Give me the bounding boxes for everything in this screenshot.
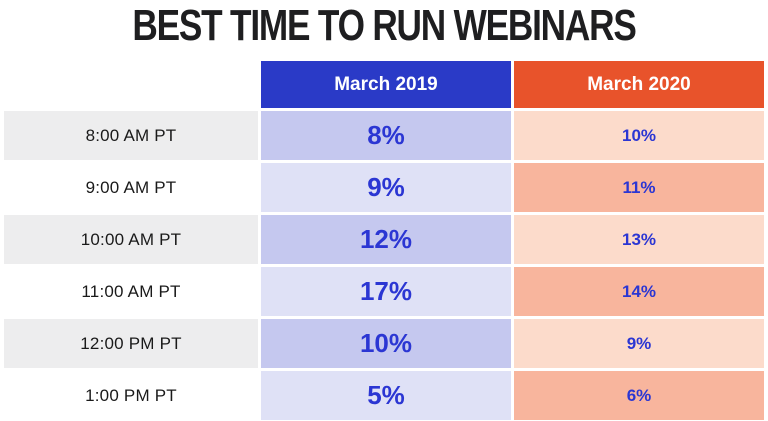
column-header-march-2019: March 2019 — [261, 61, 511, 108]
row-label-8am: 8:00 AM PT — [4, 111, 258, 160]
page-title: BEST TIME TO RUN WEBINARS — [132, 1, 636, 50]
table-corner-spacer — [4, 61, 258, 108]
value-2019-1pm: 5% — [261, 371, 511, 420]
value-2020-12pm: 9% — [514, 319, 764, 368]
value-2019-10am: 12% — [261, 215, 511, 264]
value-2019-8am: 8% — [261, 111, 511, 160]
row-label-10am: 10:00 AM PT — [4, 215, 258, 264]
column-header-march-2020: March 2020 — [514, 61, 764, 108]
value-2020-9am: 11% — [514, 163, 764, 212]
row-label-1pm: 1:00 PM PT — [4, 371, 258, 420]
row-label-11am: 11:00 AM PT — [4, 267, 258, 316]
value-2020-10am: 13% — [514, 215, 764, 264]
row-label-12pm: 12:00 PM PT — [4, 319, 258, 368]
value-2020-8am: 10% — [514, 111, 764, 160]
value-2020-1pm: 6% — [514, 371, 764, 420]
value-2019-9am: 9% — [261, 163, 511, 212]
value-2019-12pm: 10% — [261, 319, 511, 368]
value-2020-11am: 14% — [514, 267, 764, 316]
value-2019-11am: 17% — [261, 267, 511, 316]
webinar-times-table: March 2019 March 2020 8:00 AM PT 8% 10% … — [4, 61, 764, 420]
row-label-9am: 9:00 AM PT — [4, 163, 258, 212]
